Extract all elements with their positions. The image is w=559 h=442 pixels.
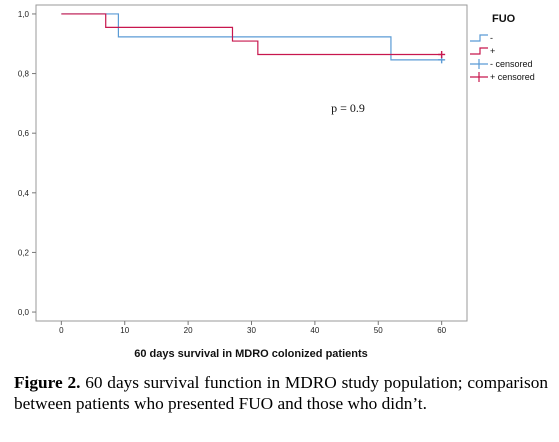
legend-swatch	[470, 47, 488, 55]
x-tick-label: 60	[437, 326, 446, 335]
y-tick-label: 0,4	[18, 189, 30, 198]
y-tick-label: 0,2	[18, 248, 30, 257]
x-tick-label: 10	[120, 326, 129, 335]
legend-label: +	[490, 46, 495, 56]
y-tick-label: 0,8	[18, 70, 30, 79]
p-value-annotation: p = 0.9	[331, 101, 365, 115]
figure-caption: Figure 2. 60 days survival function in M…	[14, 372, 548, 414]
x-axis-title: 60 days survival in MDRO colonized patie…	[134, 348, 368, 360]
legend-swatch	[470, 34, 488, 42]
x-tick-label: 30	[247, 326, 256, 335]
caption-label: Figure 2.	[14, 373, 81, 392]
survival-chart: 0,0 0,2 0,4 0,6 0,8 1,0 0 10 20 30 40 50 60 p = 0.9…	[18, 4, 535, 360]
legend: FUO - + - censored + censored	[470, 13, 535, 82]
caption-text: 60 days survival function in MDRO study …	[14, 373, 548, 413]
x-tick-label: 40	[310, 326, 319, 335]
x-tick-label: 20	[184, 326, 193, 335]
x-tick-label: 0	[59, 326, 64, 335]
survival-step-line	[61, 13, 442, 56]
y-tick-label: 0,6	[18, 129, 30, 138]
legend-label: - censored	[490, 59, 533, 69]
x-tick-label: 50	[374, 326, 383, 335]
plot-area	[35, 4, 468, 322]
survival-step-line	[61, 13, 442, 61]
y-tick-label: 0,0	[18, 308, 30, 317]
legend-label: + censored	[490, 72, 535, 82]
legend-title: FUO	[492, 13, 516, 25]
legend-label: -	[490, 33, 493, 43]
y-tick-label: 1,0	[18, 10, 30, 19]
